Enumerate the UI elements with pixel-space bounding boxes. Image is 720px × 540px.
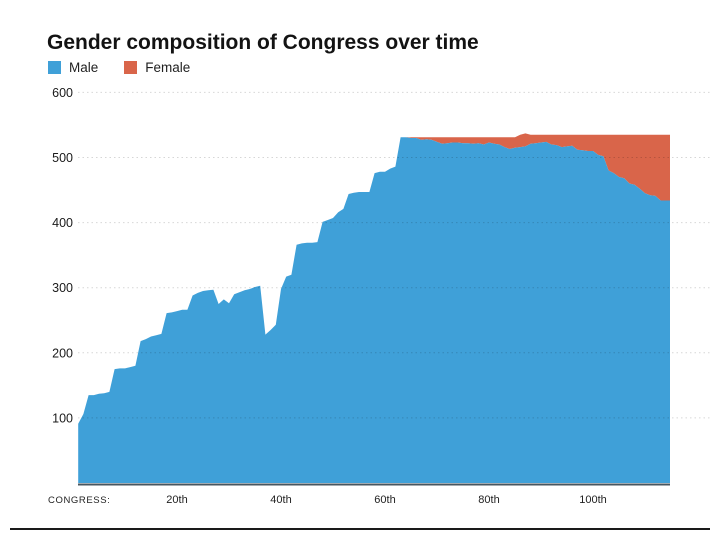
x-tick-label: 80th xyxy=(478,494,499,506)
legend-item-male: Male xyxy=(48,60,98,75)
male-area xyxy=(78,137,670,484)
legend-item-label: Female xyxy=(145,60,191,75)
legend-item-label: Male xyxy=(69,60,99,75)
y-tick-label: 500 xyxy=(52,151,73,165)
x-tick-label: 20th xyxy=(166,494,187,506)
legend-item-female: Female xyxy=(124,60,190,75)
x-tick-label: 40th xyxy=(270,494,291,506)
axis-label-group: CONGRESS: 100 200 300 400 500 600 20th 40th 60th… xyxy=(48,86,607,506)
y-tick-label: 600 xyxy=(52,86,73,100)
grid-group xyxy=(78,91,710,419)
male-swatch-icon xyxy=(48,61,61,74)
x-tick-label: 100th xyxy=(579,494,607,506)
areas-group xyxy=(78,133,670,486)
female-swatch-icon xyxy=(124,61,138,74)
y-tick-label: 100 xyxy=(52,411,73,425)
bottom-rule xyxy=(10,528,710,530)
x-tick-label: 60th xyxy=(374,494,395,506)
y-tick-label: 400 xyxy=(52,216,73,230)
chart-title: Gender composition of Congress over time xyxy=(47,31,479,55)
female-area xyxy=(405,133,670,201)
x-axis-prefix-label: CONGRESS: xyxy=(48,495,110,506)
y-tick-label: 300 xyxy=(52,281,73,295)
y-tick-label: 200 xyxy=(52,346,73,360)
legend: Male Female xyxy=(48,60,190,75)
